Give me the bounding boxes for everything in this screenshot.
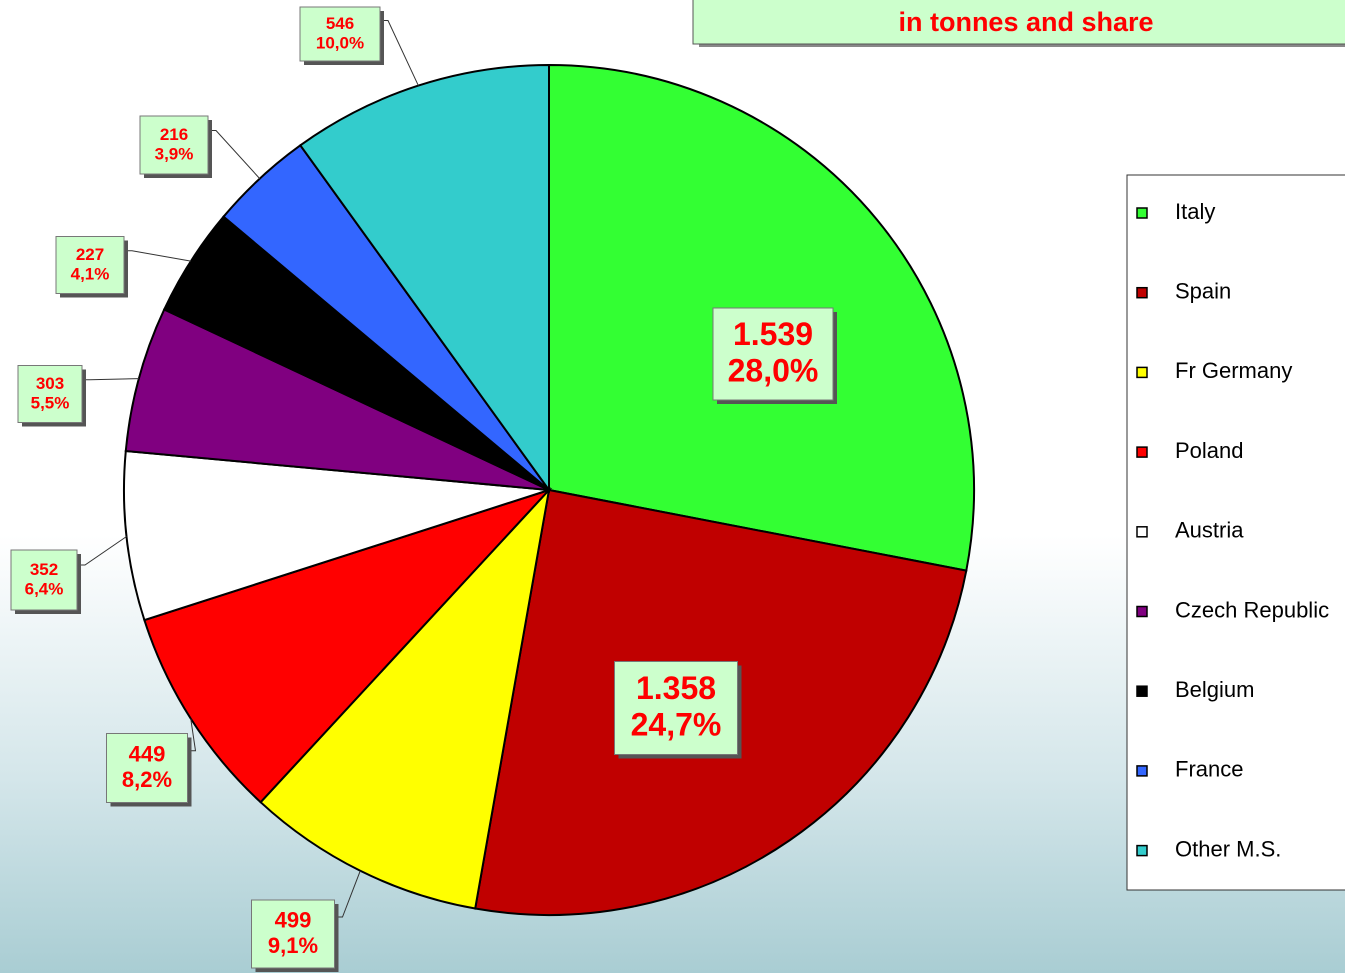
legend-marker [1137, 367, 1147, 377]
legend-marker [1137, 208, 1147, 218]
chart-title: in tonnes and share [898, 7, 1153, 37]
share-label: 24,7% [631, 707, 722, 743]
legend-marker [1137, 447, 1147, 457]
share-label: 28,0% [728, 353, 819, 389]
share-label: 6,4% [25, 580, 64, 599]
legend-label: Poland [1175, 438, 1244, 463]
value-label: 546 [326, 14, 354, 33]
value-label: 216 [160, 125, 188, 144]
share-label: 3,9% [155, 145, 194, 164]
legend-label: Other M.S. [1175, 836, 1281, 861]
legend-label: Spain [1175, 279, 1231, 304]
legend-marker [1137, 766, 1147, 776]
value-label: 303 [36, 374, 64, 393]
page: in tonnes and share 1.53928,0% 1.35824,7%… [0, 0, 1345, 973]
legend-label: Austria [1175, 518, 1244, 543]
share-label: 9,1% [268, 933, 318, 958]
legend-marker [1137, 527, 1147, 537]
share-label: 4,1% [71, 265, 110, 284]
legend-marker [1137, 288, 1147, 298]
value-label: 1.539 [733, 316, 813, 352]
legend-label: Italy [1175, 199, 1215, 224]
legend-marker [1137, 686, 1147, 696]
share-label: 5,5% [31, 394, 70, 413]
share-label: 8,2% [122, 767, 172, 792]
value-label: 227 [76, 245, 104, 264]
value-label: 1.358 [636, 670, 716, 706]
value-label: 449 [129, 742, 166, 767]
chart: in tonnes and share 1.53928,0% 1.35824,7%… [0, 0, 1345, 973]
legend-marker [1137, 846, 1147, 856]
legend-label: Fr Germany [1175, 358, 1292, 383]
legend-marker [1137, 607, 1147, 617]
value-label: 352 [30, 560, 58, 579]
legend-label: Belgium [1175, 677, 1254, 702]
value-label: 499 [275, 908, 312, 933]
legend-label: France [1175, 757, 1243, 782]
legend-label: Czech Republic [1175, 597, 1329, 622]
share-label: 10,0% [316, 34, 364, 53]
